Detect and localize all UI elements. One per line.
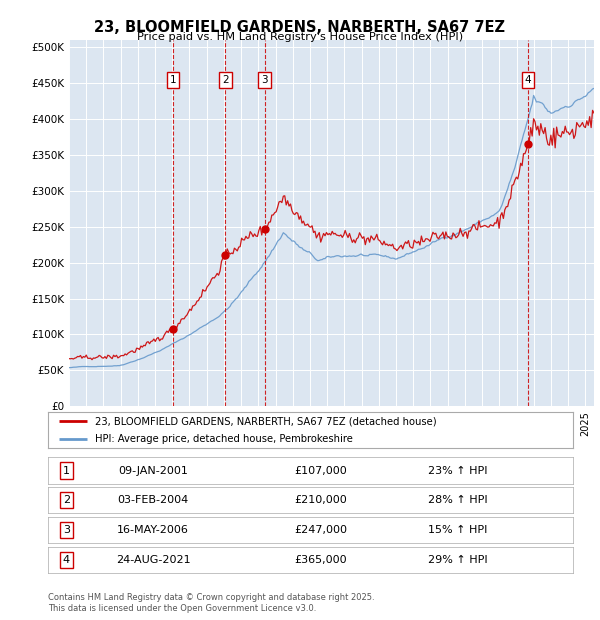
Text: 23% ↑ HPI: 23% ↑ HPI [428,466,487,476]
Text: 3: 3 [63,525,70,535]
Text: 4: 4 [524,75,531,85]
Text: 15% ↑ HPI: 15% ↑ HPI [428,525,487,535]
Text: 29% ↑ HPI: 29% ↑ HPI [428,555,487,565]
Text: 24-AUG-2021: 24-AUG-2021 [116,555,190,565]
Text: 28% ↑ HPI: 28% ↑ HPI [428,495,487,505]
Text: 16-MAY-2006: 16-MAY-2006 [117,525,189,535]
Text: 4: 4 [63,555,70,565]
Text: 2: 2 [63,495,70,505]
Text: 3: 3 [262,75,268,85]
Text: £107,000: £107,000 [295,466,347,476]
Text: 1: 1 [63,466,70,476]
Text: Price paid vs. HM Land Registry's House Price Index (HPI): Price paid vs. HM Land Registry's House … [137,32,463,42]
Text: 03-FEB-2004: 03-FEB-2004 [118,495,188,505]
Text: Contains HM Land Registry data © Crown copyright and database right 2025.
This d: Contains HM Land Registry data © Crown c… [48,593,374,613]
Text: 23, BLOOMFIELD GARDENS, NARBERTH, SA67 7EZ (detached house): 23, BLOOMFIELD GARDENS, NARBERTH, SA67 7… [95,416,437,426]
Text: 2: 2 [222,75,229,85]
Text: £365,000: £365,000 [295,555,347,565]
Text: 1: 1 [169,75,176,85]
Text: 23, BLOOMFIELD GARDENS, NARBERTH, SA67 7EZ: 23, BLOOMFIELD GARDENS, NARBERTH, SA67 7… [95,20,505,35]
Text: HPI: Average price, detached house, Pembrokeshire: HPI: Average price, detached house, Pemb… [95,434,353,444]
Text: 09-JAN-2001: 09-JAN-2001 [118,466,188,476]
Text: £210,000: £210,000 [295,495,347,505]
Text: £247,000: £247,000 [295,525,347,535]
